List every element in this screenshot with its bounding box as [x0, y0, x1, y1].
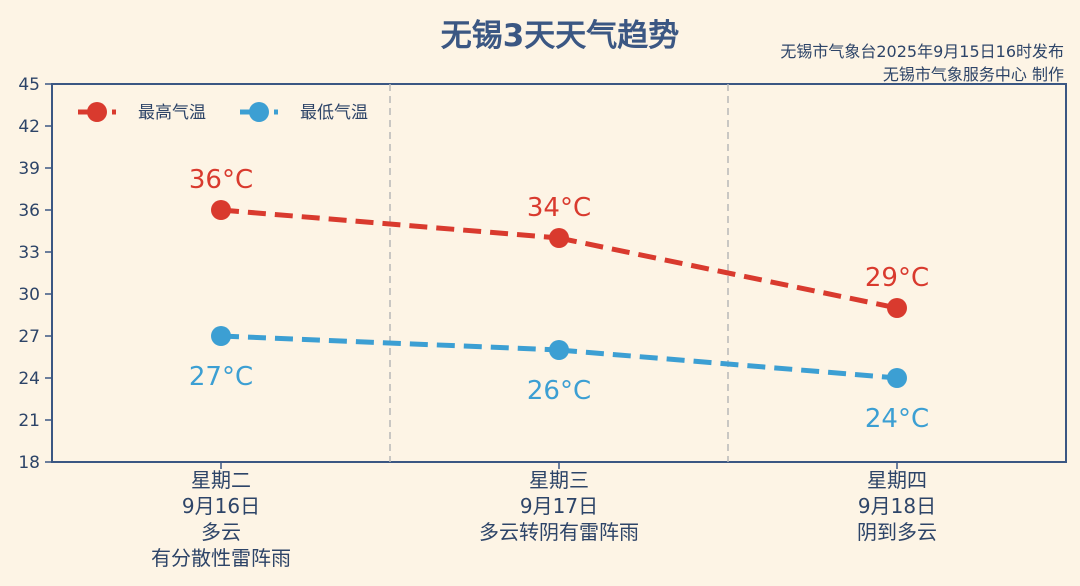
min-temp-point: [549, 340, 569, 360]
publisher-credit: 无锡市气象台2025年9月15日16时发布: [780, 42, 1064, 61]
max-temp-data-label: 34°C: [527, 193, 591, 223]
chart-title: 无锡3天天气趋势: [440, 18, 680, 54]
y-tick-label: 45: [18, 75, 40, 95]
x-label-date: 9月17日: [520, 494, 598, 518]
y-tick-label: 33: [18, 243, 40, 263]
max-temp-data-label: 36°C: [189, 165, 253, 195]
y-tick-label: 27: [18, 327, 40, 347]
y-tick-label: 30: [18, 285, 40, 305]
x-label-date: 9月16日: [182, 494, 260, 518]
min-temp-data-label: 26°C: [527, 376, 591, 406]
y-tick-label: 39: [18, 159, 40, 179]
min-temp-data-label: 27°C: [189, 362, 253, 392]
y-tick-label: 42: [18, 117, 40, 137]
legend-marker-min-temp: [249, 102, 269, 122]
max-temp-data-label: 29°C: [865, 263, 929, 293]
min-temp-line-segment: [220, 333, 560, 353]
max-temp-line-segment: [558, 235, 898, 311]
legend-label-min-temp: 最低气温: [300, 103, 368, 123]
max-temp-point: [549, 228, 569, 248]
y-tick-label: 18: [18, 453, 40, 473]
x-label-date: 9月18日: [858, 494, 936, 518]
max-temp-line-segment: [220, 207, 560, 241]
y-tick-label: 21: [18, 411, 40, 431]
legend-label-max-temp: 最高气温: [138, 103, 206, 123]
x-label-weekday: 星期二: [191, 468, 251, 492]
x-label-weekday: 星期四: [867, 468, 927, 492]
min-temp-point: [887, 368, 907, 388]
producer-credit: 无锡市气象服务中心 制作: [882, 65, 1064, 84]
min-temp-point: [211, 326, 231, 346]
x-label-weekday: 星期三: [529, 468, 589, 492]
max-temp-point: [211, 200, 231, 220]
y-tick-label: 24: [18, 369, 40, 389]
x-label-weather: 多云: [201, 520, 241, 544]
min-temp-line-segment: [558, 347, 898, 381]
max-temp-point: [887, 298, 907, 318]
min-temp-data-label: 24°C: [865, 404, 929, 434]
y-tick-label: 36: [18, 201, 40, 221]
x-label-weather: 有分散性雷阵雨: [151, 546, 291, 570]
x-label-weather: 阴到多云: [857, 520, 937, 544]
x-label-weather: 多云转阴有雷阵雨: [479, 520, 639, 544]
legend-marker-max-temp: [87, 102, 107, 122]
